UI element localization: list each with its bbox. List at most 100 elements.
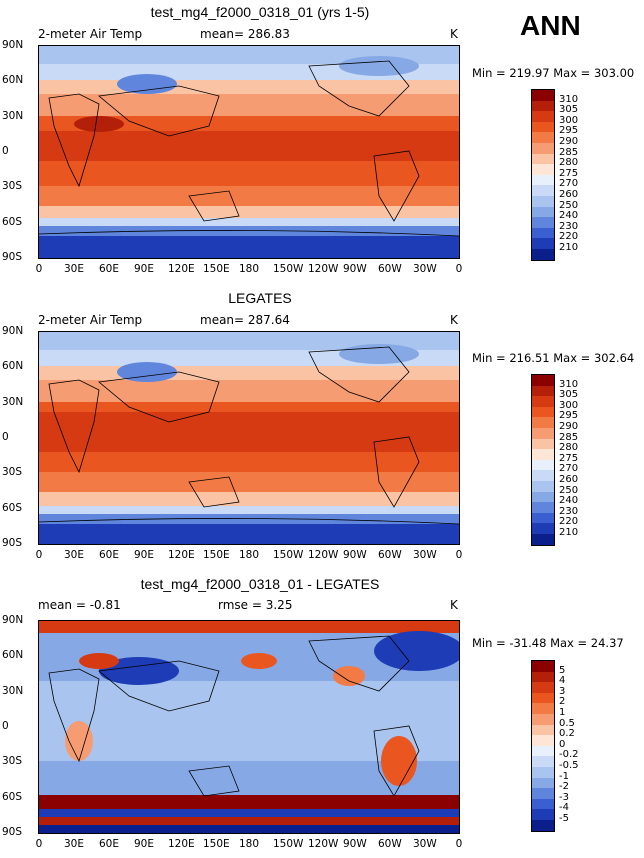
lon-label: 90E xyxy=(134,263,154,275)
colorbar-label: 270 xyxy=(559,178,579,190)
panel1-mean: mean= 286.83 xyxy=(200,27,290,41)
lon-label: 120W xyxy=(308,263,339,275)
colorbar-swatch xyxy=(532,671,554,683)
colorbar-label: 280 xyxy=(559,157,579,169)
colorbar-label: 210 xyxy=(559,242,579,253)
panel3-units: K xyxy=(450,598,458,612)
panel3-colorbar xyxy=(531,660,555,832)
panel2-title: LEGATES xyxy=(228,290,292,306)
colorbar-label: 4 xyxy=(559,675,566,687)
colorbar-swatch xyxy=(532,111,554,122)
colorbar-label: 305 xyxy=(559,389,579,401)
lon-label: 30W xyxy=(413,838,437,850)
colorbar-swatch xyxy=(532,449,554,460)
panel2-field xyxy=(39,332,459,544)
colorbar-swatch xyxy=(532,788,554,799)
colorbar-label: 220 xyxy=(559,516,579,528)
panel2-colorbar xyxy=(531,374,555,546)
panel3-rmse: rmse = 3.25 xyxy=(218,598,293,612)
lon-label: 90W xyxy=(343,549,367,561)
panel3-mean: mean = -0.81 xyxy=(38,598,121,612)
lat-label: 30N xyxy=(2,684,24,697)
colorbar-swatch xyxy=(532,480,554,492)
colorbar-swatch xyxy=(532,153,554,165)
colorbar-label: 285 xyxy=(559,146,579,158)
colorbar-label: -4 xyxy=(559,802,569,814)
lon-label: 0 xyxy=(35,263,43,275)
colorbar-label: -0.5 xyxy=(559,760,579,771)
panel1-variable: 2-meter Air Temp xyxy=(38,27,143,41)
lon-label: 90E xyxy=(134,838,154,850)
lon-label: 30W xyxy=(413,549,437,561)
colorbar-label: -1 xyxy=(559,770,569,782)
colorbar-label: 270 xyxy=(559,463,579,475)
colorbar-swatch xyxy=(532,798,554,810)
panel2-units: K xyxy=(450,313,458,327)
colorbar-swatch xyxy=(532,227,554,239)
lat-label: 60N xyxy=(2,74,24,87)
colorbar-swatch xyxy=(532,438,554,450)
lat-label: 90S xyxy=(2,537,23,549)
colorbar-label: 1 xyxy=(559,707,566,718)
colorbar-label: 0.5 xyxy=(559,717,575,729)
colorbar-swatch xyxy=(532,100,554,112)
lon-label: 180 xyxy=(238,549,260,561)
colorbar-label: 275 xyxy=(559,452,579,464)
colorbar-swatch xyxy=(532,809,554,820)
colorbar-swatch xyxy=(532,375,554,386)
colorbar-label: 260 xyxy=(559,189,579,200)
colorbar-swatch xyxy=(532,745,554,757)
lon-label: 90W xyxy=(343,263,367,275)
colorbar-label: 300 xyxy=(559,114,579,126)
colorbar-swatch xyxy=(532,217,554,228)
colorbar-swatch xyxy=(532,396,554,407)
lon-label: 60W xyxy=(378,263,402,275)
colorbar-label: -2 xyxy=(559,781,569,793)
lat-label: 30S xyxy=(2,755,23,768)
colorbar-swatch xyxy=(532,238,554,249)
lon-label: 120E xyxy=(168,549,195,561)
lon-label: 120E xyxy=(168,263,195,275)
colorbar-label: 310 xyxy=(559,378,579,390)
colorbar-label: 5 xyxy=(559,664,566,676)
colorbar-swatch xyxy=(532,682,554,693)
colorbar-swatch xyxy=(532,427,554,439)
lat-label: 90S xyxy=(2,826,23,838)
lon-label: 150W xyxy=(273,263,304,275)
lon-label: 30E xyxy=(64,549,84,561)
colorbar-label: 2 xyxy=(559,696,566,708)
lon-label: 120W xyxy=(308,838,339,850)
panel1-map xyxy=(38,45,460,259)
lat-label: 60S xyxy=(2,501,23,514)
colorbar-swatch xyxy=(532,142,554,154)
lon-label: 150E xyxy=(203,549,230,561)
lat-label: 0 xyxy=(2,145,9,157)
panel2-map xyxy=(38,331,460,545)
colorbar-swatch xyxy=(532,90,554,101)
lon-label: 30E xyxy=(64,263,84,275)
colorbar-label: 260 xyxy=(559,474,579,485)
lon-label: 60E xyxy=(99,263,119,275)
lon-label: 0 xyxy=(455,263,463,275)
colorbar-label: 285 xyxy=(559,431,579,443)
panel1-field xyxy=(39,46,459,258)
lat-label: 30N xyxy=(2,395,24,408)
lat-label: 0 xyxy=(2,720,9,732)
colorbar-label: 240 xyxy=(559,210,579,222)
colorbar-label: 305 xyxy=(559,104,579,116)
lat-label: 60N xyxy=(2,360,24,373)
lat-label: 90N xyxy=(2,325,24,337)
colorbar-label: 210 xyxy=(559,527,579,538)
colorbar-swatch xyxy=(532,692,554,704)
colorbar-swatch xyxy=(532,459,554,471)
colorbar-swatch xyxy=(532,661,554,672)
panel2-variable: 2-meter Air Temp xyxy=(38,313,143,327)
colorbar-swatch xyxy=(532,724,554,736)
colorbar-label: 300 xyxy=(559,399,579,411)
colorbar-swatch xyxy=(532,766,554,778)
colorbar-swatch xyxy=(532,248,554,260)
colorbar-swatch xyxy=(532,406,554,418)
lon-label: 90E xyxy=(134,549,154,561)
colorbar-swatch xyxy=(532,756,554,767)
colorbar-swatch xyxy=(532,523,554,534)
